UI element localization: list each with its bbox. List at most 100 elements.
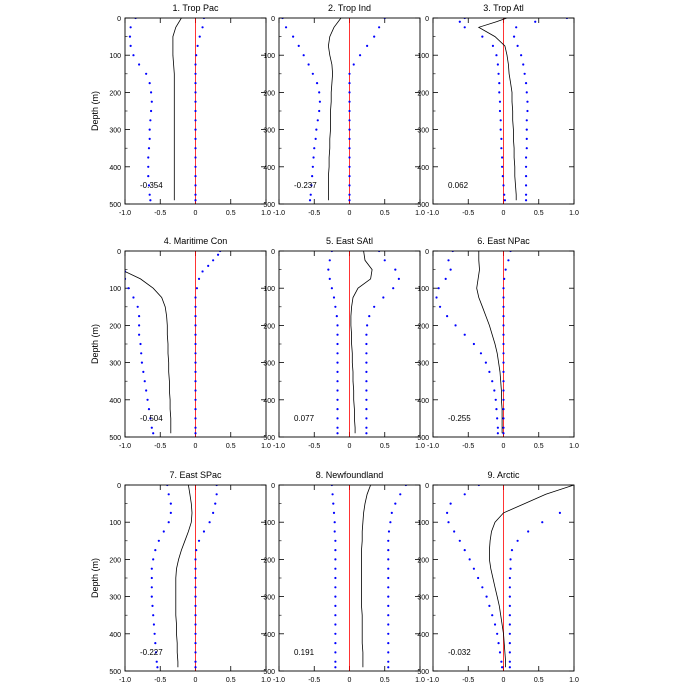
y-tick-label: 500	[263, 669, 275, 676]
profile-line	[172, 18, 182, 201]
bound-dot-lower	[336, 333, 339, 336]
bound-dot-upper	[348, 156, 351, 159]
bound-dot-upper	[348, 193, 351, 196]
bound-dot-upper	[194, 165, 197, 168]
bound-dot-lower	[495, 54, 498, 57]
x-tick-label: 0	[348, 443, 352, 450]
bound-dot-upper	[194, 604, 197, 608]
x-tick-label: -1.0	[427, 210, 439, 217]
bound-dot-upper	[502, 305, 505, 308]
x-tick-label: 0	[502, 443, 506, 450]
bound-dot-upper	[387, 666, 390, 669]
panel-6: 6. East NPac 0 100 200 300 400 500-1.0 -0.5 0 0.5…	[417, 236, 579, 450]
bound-dot-lower	[169, 511, 172, 514]
bound-dot-lower	[336, 380, 339, 383]
bound-dot-lower	[334, 305, 337, 308]
bound-dot-lower	[493, 389, 496, 392]
bound-dot-lower	[334, 623, 337, 626]
bound-dot-lower	[292, 35, 295, 38]
bound-dot-upper	[194, 666, 197, 669]
bound-dot-upper_top	[207, 264, 210, 267]
bound-dot-lower	[143, 380, 146, 383]
bound-dot-upper	[194, 432, 197, 435]
bound-dot-lower	[334, 651, 337, 654]
y-tick-label: 300	[263, 361, 275, 368]
bound-dot-upper	[502, 380, 505, 383]
bound-dot-upper	[387, 595, 390, 598]
bound-dot-lower	[150, 576, 153, 580]
bound-dot-lower	[142, 370, 145, 373]
panel-frame	[278, 484, 421, 672]
x-tick-label: -1.0	[119, 677, 131, 684]
bound-dot-upper	[198, 35, 201, 38]
y-tick-label: 100	[263, 286, 275, 293]
bound-dot-upper	[502, 342, 505, 346]
bound-dot-lower	[458, 20, 461, 23]
y-tick-label: 400	[417, 632, 429, 639]
y-tick-label: 200	[263, 557, 275, 564]
bound-dot-lower	[128, 35, 132, 38]
bound-dot-lower	[152, 614, 155, 617]
panel-8: 8. Newfoundland 0 100 200 300 400 500-1.0 -0.5 0…	[263, 470, 425, 684]
bound-dot-lower	[154, 642, 157, 645]
bound-dot-lower	[437, 287, 440, 290]
bound-dot-upper	[508, 660, 511, 663]
bound-dot-lower	[147, 147, 151, 150]
bound-dot-upper	[509, 567, 512, 570]
bound-dot-upper	[527, 530, 530, 533]
bound-dot-lower	[463, 493, 466, 496]
y-tick-label: 200	[263, 323, 275, 330]
panel-plot-area	[446, 485, 574, 669]
y-tick-label: 500	[417, 435, 429, 442]
panel-title: 5. East SAtl	[326, 236, 373, 246]
bound-dot-lower	[148, 82, 151, 85]
x-tick-label: -0.5	[154, 443, 166, 450]
bound-dot-lower	[498, 100, 502, 103]
panel-correlation-value: 0.191	[294, 648, 315, 657]
panel-correlation-value: 0.077	[294, 414, 315, 423]
bound-dot-upper	[502, 296, 505, 299]
bound-dot-lower	[309, 193, 312, 196]
bound-dot-lower	[146, 398, 149, 401]
bound-dot-upper	[523, 72, 526, 75]
bound-dot-upper	[502, 408, 505, 411]
bound-dot-upper	[502, 432, 505, 435]
bound-dot-lower	[446, 315, 449, 318]
bound-dot-upper	[524, 184, 528, 187]
bound-dot-upper	[194, 567, 197, 570]
profile-line	[488, 485, 574, 668]
bound-dot-lower	[154, 651, 158, 654]
bound-dot-lower	[150, 586, 153, 589]
bound-dot-upper	[387, 586, 390, 589]
bound-dot-lower	[500, 156, 504, 159]
bound-dot-upper	[524, 199, 528, 202]
y-tick-label: 100	[109, 520, 121, 527]
y-tick-label: 400	[263, 398, 275, 405]
bound-dot-upper	[365, 408, 368, 411]
x-tick-label: 0.5	[380, 443, 390, 450]
bound-dot-upper	[399, 493, 402, 496]
profile-line	[125, 271, 172, 434]
panel-1: 1. Trop Pac Depth (m) 0 100 200 300 400 500-1.0…	[90, 3, 271, 217]
bound-dot-upper	[194, 342, 197, 346]
bound-dot-upper	[194, 63, 197, 66]
x-tick-label: -1.0	[273, 443, 285, 450]
y-tick-label: 500	[417, 669, 429, 676]
bound-dot-lower	[152, 432, 155, 435]
bound-dot-lower	[481, 586, 484, 589]
y-tick-label: 200	[417, 557, 429, 564]
bound-dot-upper	[525, 119, 528, 122]
bound-dot-lower	[149, 109, 153, 113]
bound-dot-upper	[365, 342, 368, 346]
bound-dot-lower	[155, 660, 158, 663]
bound-dot-upper	[195, 287, 199, 290]
bound-dot-lower	[447, 521, 450, 524]
y-tick-label: 400	[109, 398, 121, 405]
bound-dot-lower	[500, 147, 503, 150]
bound-dot-lower	[315, 128, 318, 131]
x-tick-label: 0	[194, 443, 198, 450]
y-axis-label: Depth (m)	[90, 558, 100, 598]
y-tick-label: 0	[425, 249, 429, 256]
bound-dot-upper	[365, 417, 368, 420]
